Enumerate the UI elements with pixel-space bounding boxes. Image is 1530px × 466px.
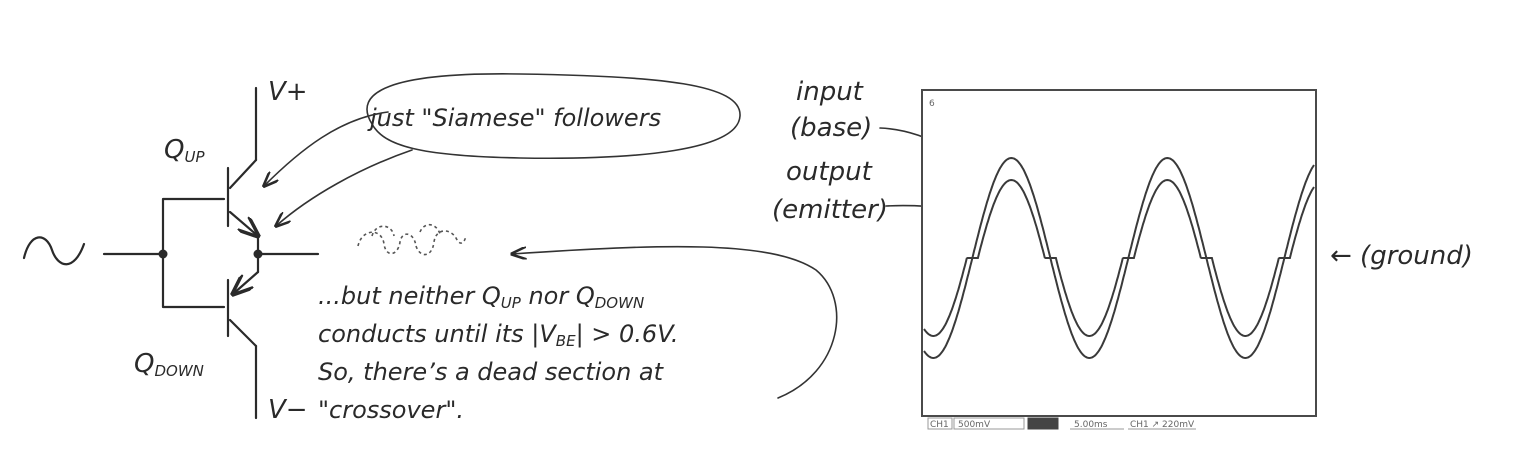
bubble-text: just "Siamese" followers: [367, 104, 661, 132]
input-trace: [923, 156, 1315, 360]
status-volts-box: [953, 417, 1025, 430]
status-mode-block: [1027, 417, 1059, 430]
siamese-callout: just "Siamese" followers: [264, 73, 741, 226]
note-line-1: ...but neither QUP nor QDOWN: [318, 282, 644, 312]
status-channel: CH1: [930, 420, 949, 430]
distorted-wave-icon: [357, 223, 467, 256]
sine-source-icon: [22, 236, 86, 266]
transistor-q-down: [226, 252, 260, 420]
note-line-4: "crossover".: [318, 396, 464, 424]
schematic: V+ V− QUP QDOWN: [22, 77, 320, 425]
ground-label: ← (ground): [1330, 241, 1473, 271]
vminus-label: V−: [268, 395, 308, 425]
scope-screen: [921, 89, 1317, 417]
scope-status-bar: CH1 500mV 5.00ms CH1 ↗ 220mV: [927, 417, 1196, 430]
q-down-label: QDOWN: [134, 349, 204, 380]
emitter-label: (emitter): [772, 195, 888, 225]
status-volts: 500mV: [958, 420, 991, 430]
crossover-callout-arrow: [512, 245, 838, 399]
vplus-label: V+: [268, 77, 308, 107]
scope-capture: input (base) output (emitter) 6 ← (groun…: [772, 77, 1473, 430]
scope-corner-marker: 6: [929, 99, 935, 109]
note-line-3: So, there’s a dead section at: [318, 358, 665, 386]
note-line-2: conducts until its |VBE| > 0.6V.: [318, 320, 679, 350]
base-wire-down: [161, 252, 226, 309]
transistor-q-up: [226, 86, 258, 256]
output-trace: [923, 178, 1315, 338]
output-label: output: [786, 157, 873, 187]
q-up-label: QUP: [164, 135, 205, 166]
input-label: input: [796, 77, 864, 107]
callout-arrow-up: [264, 111, 389, 186]
status-timebase: 5.00ms: [1074, 420, 1108, 430]
base-wire-up: [161, 197, 226, 256]
base-label: (base): [790, 113, 872, 143]
status-ch-box: [927, 417, 953, 430]
crossover-note: ...but neither QUP nor QDOWN conducts un…: [318, 282, 679, 424]
callout-arrow-down: [276, 149, 413, 226]
status-trigger: CH1 ↗ 220mV: [1130, 420, 1195, 430]
